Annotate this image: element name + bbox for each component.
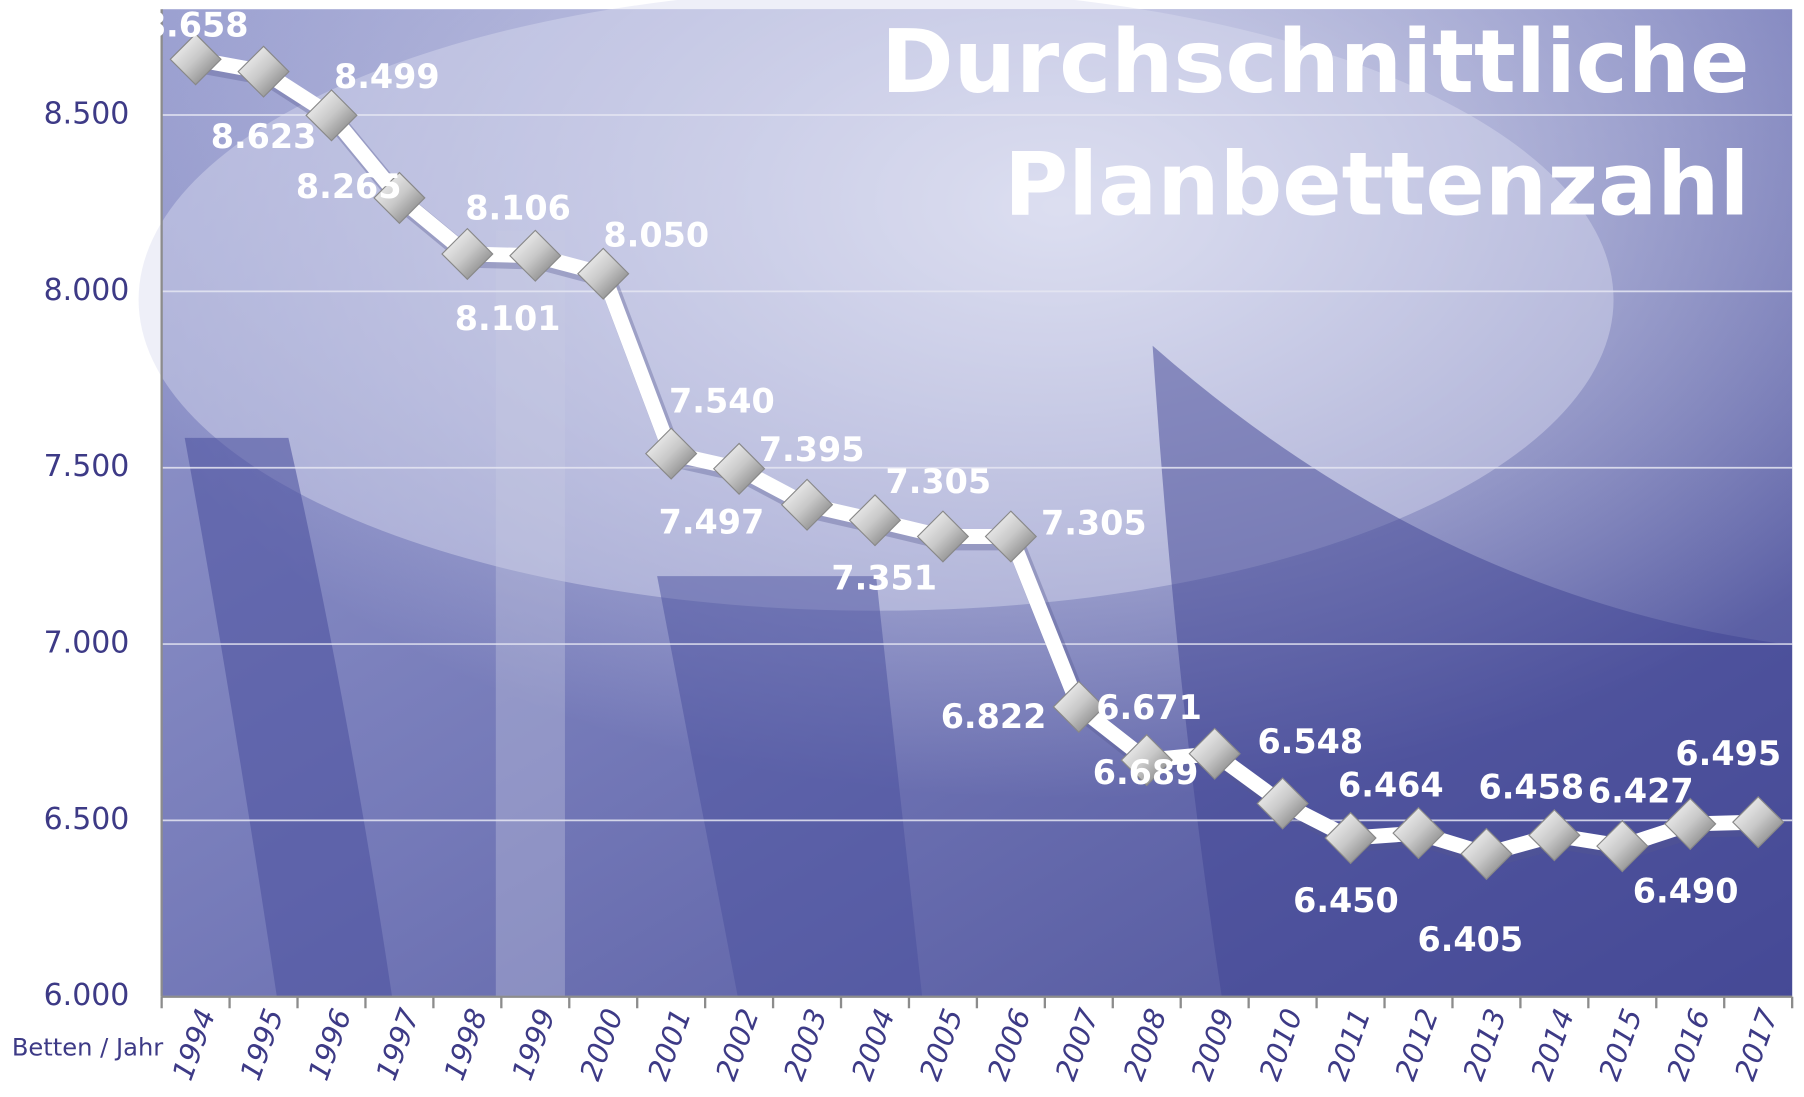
data-label: 6.405: [1417, 920, 1523, 959]
background: [138, 0, 1793, 997]
data-label: 6.548: [1257, 722, 1363, 761]
x-tick-label: 2014: [1524, 1004, 1581, 1085]
data-label: 8.101: [455, 299, 561, 338]
marker: [1732, 796, 1785, 849]
data-label: 7.305: [885, 462, 991, 501]
y-tick-label: 8.500: [44, 97, 130, 132]
x-axis-label: Betten / Jahr: [12, 1034, 163, 1062]
marker: [1324, 811, 1377, 865]
x-tick-label: 2007: [1048, 1004, 1105, 1085]
data-label: 8.050: [603, 215, 709, 254]
data-label: 6.458: [1478, 768, 1584, 807]
marker: [780, 478, 834, 531]
x-tick-label: 2003: [777, 1004, 834, 1085]
x-tick-label: 2000: [573, 1004, 630, 1085]
marker: [237, 45, 290, 98]
marker: [1596, 819, 1649, 873]
marker: [169, 33, 222, 86]
x-tick-label: 2001: [641, 1004, 698, 1085]
x-tick-label: 2011: [1320, 1004, 1377, 1085]
data-label: 7.351: [831, 559, 937, 598]
marker: [577, 247, 630, 300]
chart-title: Durchschnittliche: [881, 11, 1750, 113]
marker: [645, 427, 698, 480]
data-label: 6.464: [1338, 766, 1444, 805]
y-tick-label: 6.000: [44, 978, 130, 1013]
x-tick-label: 2012: [1388, 1004, 1445, 1085]
x-tick-label: 2008: [1116, 1004, 1173, 1085]
x-tick-label: 2005: [913, 1004, 970, 1085]
x-tick-label: 1996: [301, 1004, 358, 1085]
marker: [373, 171, 426, 225]
marker: [1052, 680, 1105, 734]
x-tick-label: 2006: [980, 1004, 1037, 1085]
x-tick-label: 1998: [437, 1004, 494, 1085]
marker: [1120, 733, 1173, 787]
marker: [1460, 827, 1513, 881]
data-label: 7.497: [659, 503, 765, 542]
x-tick-label: 2009: [1184, 1004, 1241, 1085]
x-tick-label: 2010: [1252, 1004, 1309, 1085]
x-tick-label: 2017: [1728, 1004, 1785, 1085]
y-tick-label: 8.000: [44, 273, 130, 308]
marker: [1392, 806, 1445, 860]
data-label: 8.106: [465, 189, 571, 228]
data-label: 8.265: [296, 167, 402, 206]
marker: [305, 89, 358, 142]
data-label: 6.822: [941, 697, 1047, 736]
x-tick-label: 1997: [369, 1004, 426, 1085]
y-tick-label: 6.500: [44, 802, 130, 837]
y-tick-label: 7.500: [44, 449, 130, 484]
x-tick-label: 2013: [1456, 1004, 1513, 1085]
marker: [509, 229, 562, 282]
marker: [1256, 777, 1309, 830]
marker: [441, 227, 494, 281]
marker: [712, 442, 766, 495]
x-tick-label: 1994: [165, 1004, 222, 1085]
marker: [1188, 727, 1241, 780]
x-tick-label: 1995: [233, 1004, 290, 1085]
marker: [848, 494, 902, 547]
data-label: 6.450: [1293, 881, 1399, 920]
x-tick-label: 1999: [505, 1004, 562, 1085]
x-tick-label: 2004: [845, 1004, 902, 1085]
marker: [984, 510, 1038, 563]
data-label: 7.305: [1041, 503, 1147, 542]
data-label: 6.427: [1588, 772, 1694, 811]
data-label: 6.490: [1633, 872, 1739, 911]
x-tick-label: 2015: [1592, 1004, 1649, 1085]
chart-title: Planbettenzahl: [1004, 133, 1750, 235]
data-label: 8.623: [211, 117, 317, 156]
marker: [1664, 797, 1717, 851]
data-label: 6.495: [1675, 734, 1781, 773]
data-label: 8.499: [334, 57, 440, 96]
data-label: 7.540: [669, 381, 775, 420]
data-label: 8.658: [143, 6, 249, 45]
data-label: 6.689: [1093, 753, 1199, 792]
marker: [916, 510, 970, 563]
y-tick-label: 7.000: [44, 626, 130, 661]
x-tick-label: 2016: [1660, 1004, 1717, 1085]
data-label: 6.671: [1096, 688, 1202, 727]
marker: [1528, 809, 1581, 862]
data-label: 7.395: [759, 430, 865, 469]
x-tick-label: 2002: [709, 1004, 766, 1085]
